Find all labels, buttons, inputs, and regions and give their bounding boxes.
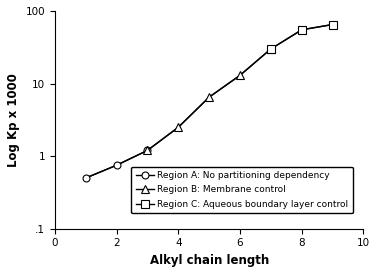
Region C: Aqueous boundary layer control: (9, 65): Aqueous boundary layer control: (9, 65) xyxy=(330,23,335,26)
Legend: Region A: No partitioning dependency, Region B: Membrane control, Region C: Aque: Region A: No partitioning dependency, Re… xyxy=(131,167,353,213)
Region A: No partitioning dependency: (2, 0.75): No partitioning dependency: (2, 0.75) xyxy=(114,164,119,167)
Region C: Aqueous boundary layer control: (8, 55): Aqueous boundary layer control: (8, 55) xyxy=(299,28,304,32)
Region B: Membrane control: (3, 1.2): Membrane control: (3, 1.2) xyxy=(145,149,150,152)
Region B: Membrane control: (5, 6.5): Membrane control: (5, 6.5) xyxy=(207,96,211,99)
Region B: Membrane control: (6, 13): Membrane control: (6, 13) xyxy=(238,74,242,77)
Region A: No partitioning dependency: (1, 0.5): No partitioning dependency: (1, 0.5) xyxy=(83,176,88,180)
Region A: No partitioning dependency: (3, 1.2): No partitioning dependency: (3, 1.2) xyxy=(145,149,150,152)
X-axis label: Alkyl chain length: Alkyl chain length xyxy=(150,254,269,267)
Region C: Aqueous boundary layer control: (7, 30): Aqueous boundary layer control: (7, 30) xyxy=(269,47,273,51)
Region B: Membrane control: (4, 2.5): Membrane control: (4, 2.5) xyxy=(176,125,181,129)
Line: Region C: Aqueous boundary layer control: Region C: Aqueous boundary layer control xyxy=(267,20,337,53)
Y-axis label: Log Kp x 1000: Log Kp x 1000 xyxy=(7,73,20,167)
Line: Region A: No partitioning dependency: Region A: No partitioning dependency xyxy=(82,147,151,181)
Region B: Membrane control: (7, 30): Membrane control: (7, 30) xyxy=(269,47,273,51)
Line: Region B: Membrane control: Region B: Membrane control xyxy=(143,45,275,155)
